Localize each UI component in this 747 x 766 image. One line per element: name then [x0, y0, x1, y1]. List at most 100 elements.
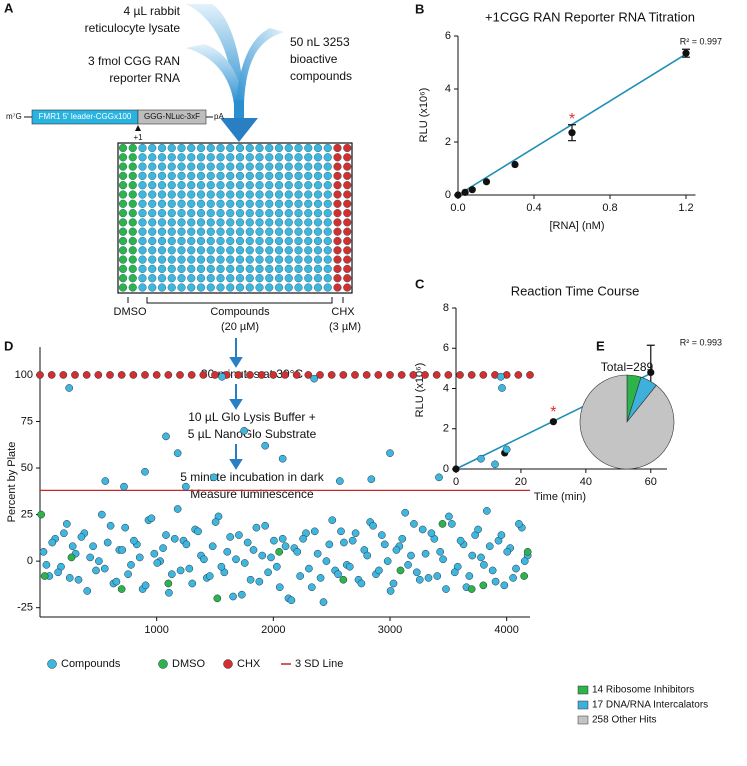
data-point	[367, 475, 376, 484]
y-tick-label: 2	[445, 136, 451, 148]
data-point	[141, 581, 150, 590]
data-point	[474, 525, 482, 534]
input-text: 50 nL 3253	[290, 35, 350, 49]
data-point	[442, 585, 450, 593]
data-point	[520, 557, 529, 565]
well	[323, 209, 332, 218]
well	[226, 190, 235, 199]
data-point	[526, 371, 534, 379]
data-point	[106, 371, 114, 379]
well	[196, 181, 206, 190]
well	[118, 190, 128, 199]
y-axis-label: Percent by Plate	[6, 442, 18, 523]
data-point	[362, 371, 371, 379]
well	[294, 162, 303, 171]
legend-swatch	[158, 659, 168, 669]
well	[187, 255, 196, 264]
well	[128, 274, 137, 283]
well	[274, 209, 284, 218]
well	[148, 283, 157, 292]
data-point	[363, 551, 372, 560]
data-point	[369, 521, 377, 530]
legend-swatch	[577, 700, 589, 710]
data-point	[181, 482, 190, 491]
well	[255, 181, 264, 190]
well	[323, 171, 332, 181]
well	[167, 162, 176, 171]
data-point	[322, 557, 331, 565]
well	[196, 190, 206, 199]
well	[138, 283, 147, 292]
well	[216, 143, 225, 153]
well	[235, 190, 245, 199]
x-axis-label: Time (min)	[534, 491, 586, 503]
data-point	[211, 371, 219, 379]
well	[118, 255, 128, 264]
well	[167, 274, 176, 283]
well	[235, 143, 245, 153]
legend-label: 17 DNA/RNA Intercalators	[592, 700, 708, 711]
data-point	[40, 572, 49, 580]
well	[148, 236, 157, 246]
x-tick-label: 1.2	[678, 202, 693, 214]
y-tick-label: 100	[15, 369, 33, 381]
well	[118, 274, 128, 283]
data-point	[278, 454, 287, 463]
arrow-head	[229, 459, 243, 470]
data-point	[444, 371, 453, 379]
data-point	[386, 371, 394, 379]
well	[226, 227, 235, 236]
data-point	[500, 581, 509, 590]
well	[245, 236, 254, 246]
data-point	[261, 441, 270, 450]
data-point	[477, 454, 485, 463]
data-point	[421, 549, 430, 558]
data-point	[120, 482, 128, 491]
data-point	[229, 592, 237, 601]
well	[128, 143, 137, 153]
chart-title: +1CGG RAN Reporter RNA Titration	[485, 9, 695, 24]
data-point	[89, 542, 97, 551]
well	[138, 199, 147, 208]
well	[118, 209, 128, 218]
well	[274, 227, 284, 236]
data-point	[269, 371, 278, 379]
well	[226, 153, 235, 162]
well	[343, 209, 352, 218]
well	[196, 246, 206, 255]
well	[216, 218, 225, 227]
well	[304, 190, 313, 199]
well	[255, 162, 264, 171]
y-axis-label: RLU (x10⁶)	[414, 363, 426, 418]
panel-a: A 4 µL rabbit reticulocyte lysate 3 fmol…	[4, 0, 361, 501]
panel-letter: B	[415, 1, 424, 16]
data-point	[54, 568, 62, 577]
well	[138, 171, 147, 181]
well	[206, 246, 215, 255]
well	[118, 181, 128, 190]
input-text: reticulocyte lysate	[85, 21, 181, 35]
plate-label: CHX	[331, 306, 355, 318]
well	[294, 283, 303, 292]
data-point	[310, 527, 319, 536]
well	[245, 143, 254, 153]
well	[274, 274, 284, 283]
well	[274, 199, 284, 208]
chart-title: Reaction Time Course	[511, 283, 640, 298]
well	[323, 162, 332, 171]
well	[177, 283, 186, 292]
data-point	[339, 371, 348, 379]
data-point	[313, 549, 322, 558]
well	[226, 143, 235, 153]
data-point	[482, 178, 491, 186]
well	[235, 246, 245, 255]
well	[274, 218, 284, 227]
well	[148, 199, 157, 208]
well	[148, 171, 157, 181]
well	[304, 274, 313, 283]
stream-arrow	[220, 118, 258, 142]
data-point	[339, 575, 348, 584]
y-tick-label: 2	[443, 423, 449, 435]
well	[274, 153, 284, 162]
well	[177, 246, 186, 255]
